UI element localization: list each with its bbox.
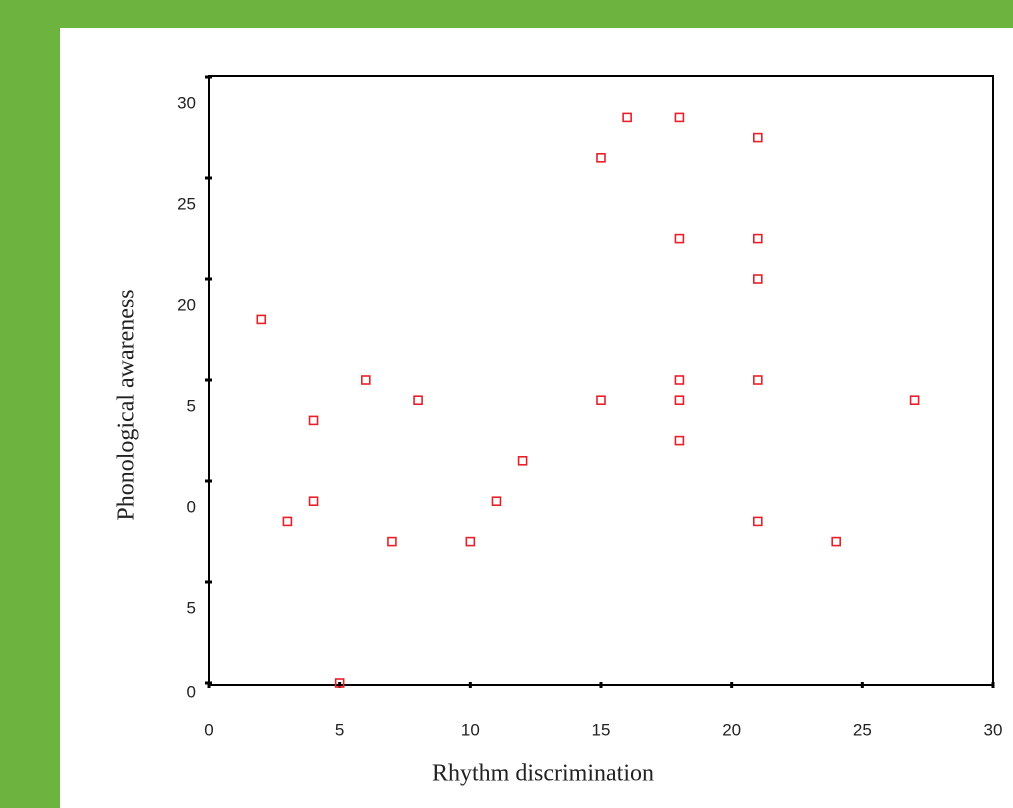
x-tick-label: 10 [461, 720, 480, 739]
point [413, 395, 423, 406]
y-tick-label: 20 [177, 295, 196, 314]
y-tick-label: 0 [187, 682, 196, 701]
point [674, 233, 685, 244]
x-axis-title: Rhythm discrimination [432, 761, 654, 787]
point [308, 496, 319, 507]
point [465, 536, 476, 547]
point [491, 496, 502, 507]
point [622, 112, 632, 123]
point [752, 132, 763, 143]
panel [60, 28, 1013, 808]
point [360, 375, 371, 385]
point [596, 153, 606, 163]
x-tick-label: 20 [722, 720, 741, 739]
y-tick-label: 5 [187, 396, 196, 415]
x-tick-label: 5 [335, 720, 344, 739]
y-axis-title: Phonological awareness [114, 289, 140, 520]
point [387, 536, 397, 547]
point [334, 678, 345, 688]
x-tick-label: 0 [204, 720, 213, 739]
point [674, 395, 685, 406]
y-tick-label: 30 [177, 93, 196, 112]
y-tick-label: 25 [177, 194, 196, 213]
y-tick-label: 5 [187, 598, 196, 617]
point [517, 455, 528, 466]
point [752, 233, 763, 244]
x-tick-label: 15 [592, 720, 611, 739]
point [282, 516, 293, 527]
point [752, 274, 763, 284]
point [752, 375, 763, 385]
point [674, 375, 685, 385]
point [752, 516, 763, 527]
point [596, 395, 606, 406]
point [831, 536, 842, 547]
y-tick-label: 0 [187, 497, 196, 516]
point [256, 314, 267, 325]
x-tick-label: 30 [984, 720, 1003, 739]
x-tick-label: 25 [853, 720, 872, 739]
point [674, 112, 685, 123]
point [308, 415, 319, 426]
point [909, 395, 920, 406]
point [674, 435, 685, 446]
